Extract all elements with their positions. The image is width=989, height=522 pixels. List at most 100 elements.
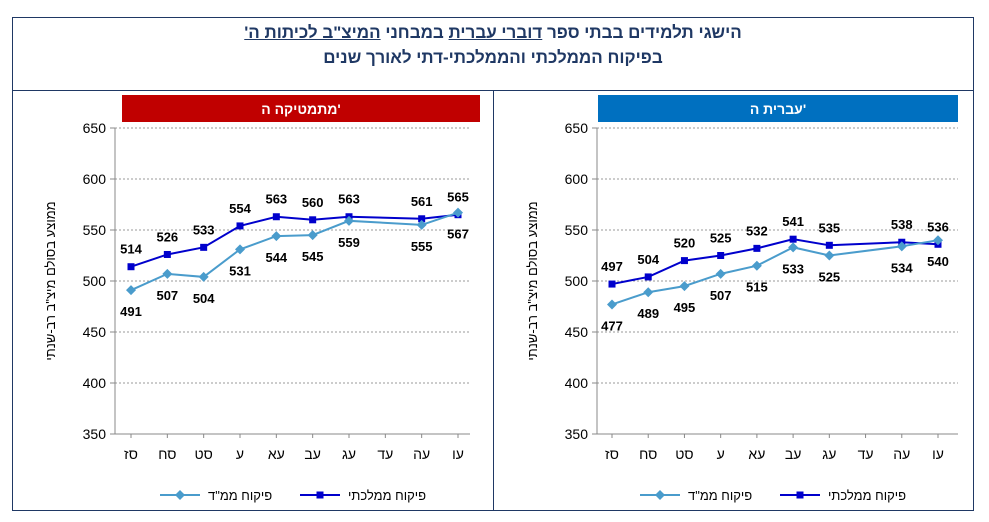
data-label: 534 <box>891 260 913 275</box>
chart-title-banner <box>598 95 958 122</box>
x-tick-label: עג <box>342 446 356 462</box>
data-point <box>717 252 725 259</box>
data-point <box>824 250 835 261</box>
y-tick-label: 400 <box>565 375 589 391</box>
x-tick-label: עא <box>268 446 285 462</box>
y-tick-label: 500 <box>565 273 589 289</box>
data-label: 545 <box>302 249 324 264</box>
x-tick-label: עו <box>932 446 944 462</box>
y-tick-label: 600 <box>565 171 589 187</box>
title-underlined: דוברי עברית <box>448 23 543 42</box>
data-point <box>126 285 136 296</box>
data-point <box>200 243 208 251</box>
data-point <box>163 250 171 258</box>
title-line-1: הישגי תלמידים בבתי ספר דוברי עברית במבחנ… <box>12 20 974 45</box>
x-tick-label: עה <box>413 446 430 462</box>
data-point <box>418 215 426 223</box>
data-point <box>416 219 427 230</box>
data-point <box>643 287 654 298</box>
x-tick-label: סז <box>605 446 619 462</box>
title-underlined: המיצ"ב לכיתות ה' <box>244 23 381 42</box>
page-title: הישגי תלמידים בבתי ספר דוברי עברית במבחנ… <box>12 20 974 70</box>
x-tick-label: עה <box>893 446 910 462</box>
data-point <box>715 268 726 279</box>
data-point <box>680 257 688 265</box>
data-label: 535 <box>818 220 840 235</box>
data-label: 525 <box>710 231 732 246</box>
data-label: 491 <box>120 304 142 319</box>
data-label: 489 <box>637 306 659 321</box>
data-label: 495 <box>674 300 696 315</box>
title-part: במבחני <box>380 23 449 42</box>
legend-marker <box>655 490 665 500</box>
data-label: 561 <box>411 194 433 209</box>
data-label: 541 <box>782 214 804 229</box>
x-tick-label: עד <box>858 446 874 462</box>
chart-title: עברית ה' <box>750 101 806 117</box>
x-tick-label: עא <box>748 446 765 462</box>
title-part: הישגי תלמידים בבתי ספר <box>542 23 742 42</box>
data-label: 533 <box>193 222 215 237</box>
data-label: 504 <box>193 291 215 306</box>
data-point <box>933 235 943 246</box>
y-tick-label: 350 <box>83 426 107 442</box>
y-tick-label: 600 <box>83 171 107 187</box>
series-line <box>611 239 939 306</box>
legend-label: פיקוח ממ"ד <box>208 488 272 503</box>
y-tick-label: 550 <box>565 222 589 238</box>
data-label: 507 <box>710 288 732 303</box>
data-label: 525 <box>818 270 840 285</box>
data-label: 563 <box>265 192 287 207</box>
data-point <box>896 241 907 252</box>
data-label: 544 <box>265 250 287 265</box>
data-point <box>789 235 797 243</box>
data-point <box>753 244 761 252</box>
data-label: 532 <box>746 223 768 238</box>
x-tick-label: ע <box>236 446 244 462</box>
data-point <box>788 242 799 253</box>
chart-1: עברית ה' 350 400 450 500 550 600 650 סז סח סט ע עא עב… <box>525 95 958 503</box>
data-label: 497 <box>601 259 623 274</box>
data-point <box>198 271 209 282</box>
data-point <box>127 263 135 271</box>
x-tick-label: סח <box>158 446 176 462</box>
data-point <box>235 244 245 255</box>
data-point <box>272 213 280 221</box>
data-label: 515 <box>746 280 768 295</box>
data-label: 538 <box>891 217 913 232</box>
x-tick-label: סט <box>195 446 213 462</box>
series-line <box>130 213 459 268</box>
x-tick-label: סח <box>639 446 657 462</box>
x-tick-label: עד <box>377 446 393 462</box>
y-tick-label: 650 <box>565 120 589 136</box>
chart-title: מתמטיקה ה' <box>261 101 341 117</box>
y-tick-label: 450 <box>83 324 107 340</box>
data-point <box>307 230 318 241</box>
data-point <box>453 207 463 218</box>
y-axis-label: ממוצע בסולם מיצ"ב רב-שנתי <box>525 201 540 360</box>
x-tick-label: ע <box>717 446 725 462</box>
legend-marker <box>316 491 324 499</box>
data-point <box>344 215 354 226</box>
data-label: 567 <box>447 227 469 242</box>
y-tick-label: 350 <box>565 426 589 442</box>
data-point <box>607 299 617 310</box>
series-line <box>611 238 939 286</box>
data-point <box>162 268 173 279</box>
chart-0: מתמטיקה ה' 350 400 450 500 550 600 650 סז סח סט ע עא… <box>43 95 480 503</box>
legend-label: פיקוח ממלכתי <box>348 488 426 503</box>
data-label: 526 <box>156 229 178 244</box>
x-tick-label: עב <box>785 446 802 462</box>
y-tick-label: 400 <box>83 375 107 391</box>
chart-title-banner <box>122 95 480 122</box>
data-label: 540 <box>927 254 949 269</box>
data-label: 560 <box>302 195 324 210</box>
data-label: 559 <box>338 235 360 250</box>
divider <box>493 90 494 511</box>
data-label: 520 <box>674 236 696 251</box>
legend-marker <box>796 491 804 499</box>
data-label: 531 <box>229 263 251 278</box>
data-label: 507 <box>156 288 178 303</box>
